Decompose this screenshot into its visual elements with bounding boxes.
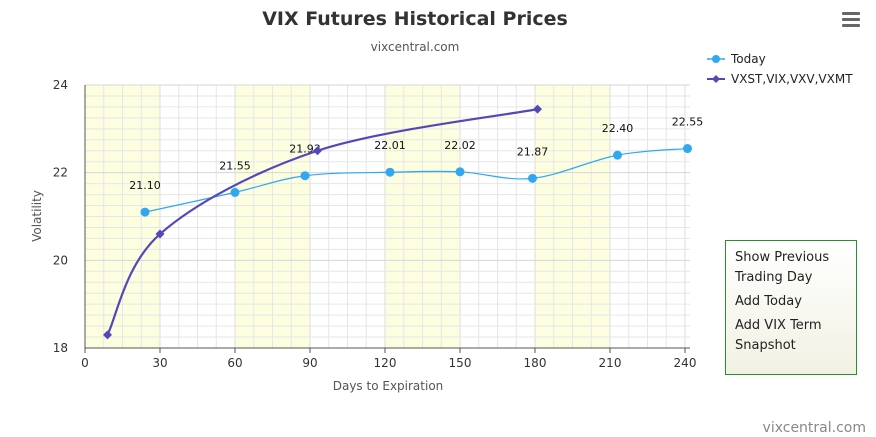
data-point [385, 167, 395, 177]
y-tick-label: 20 [53, 253, 68, 267]
x-tick-label: 180 [524, 356, 547, 370]
x-tick-label: 210 [599, 356, 622, 370]
data-label: 22.01 [374, 139, 406, 152]
legend-item-today[interactable]: Today [707, 52, 766, 66]
chart-subtitle: vixcentral.com [371, 40, 460, 54]
x-tick-label: 90 [302, 356, 317, 370]
menu-item-show-previous-trading-day[interactable]: Show Previous Trading Day [735, 250, 830, 285]
menu-item-add-today[interactable]: Add Today [735, 294, 802, 309]
y-tick-label: 22 [53, 166, 68, 180]
data-point [313, 146, 322, 156]
chart-title: VIX Futures Historical Prices [262, 8, 568, 30]
data-point [140, 207, 150, 217]
context-menu: Show Previous Trading Day Add Today Add … [725, 240, 857, 375]
data-point [155, 229, 165, 239]
data-label: 21.87 [517, 145, 549, 158]
x-tick-label: 120 [374, 356, 397, 370]
hamburger-menu-icon[interactable] [842, 12, 860, 27]
x-tick-label: 150 [449, 356, 472, 370]
x-tick-label: 60 [227, 356, 242, 370]
data-label: 21.55 [219, 159, 251, 172]
data-point [683, 144, 692, 154]
x-tick-label: 0 [81, 356, 89, 370]
y-axis-title: Volatility [30, 190, 44, 242]
legend-label-term[interactable]: VXST,VIX,VXV,VXMT [731, 72, 853, 86]
data-label: 21.10 [129, 179, 161, 192]
x-axis-title: Days to Expiration [333, 379, 444, 393]
data-point [230, 187, 240, 197]
series-line [106, 108, 538, 336]
menu-item-add-vix-term-snapshot[interactable]: Add VIX Term Snapshot [735, 318, 822, 353]
legend-label-today[interactable]: Today [730, 52, 766, 66]
legend: Today VXST,VIX,VXV,VXMT [707, 52, 853, 86]
x-tick-label: 240 [674, 356, 697, 370]
data-point [613, 150, 622, 160]
data-point [300, 171, 310, 181]
legend-marker-term [712, 75, 720, 83]
data-label: 22.02 [444, 139, 476, 152]
series-term-structure [103, 104, 542, 340]
data-point [528, 173, 537, 183]
data-point [103, 330, 112, 340]
credit-link[interactable]: vixcentral.com [763, 420, 866, 436]
y-tick-label: 18 [53, 341, 68, 355]
data-point [455, 167, 465, 177]
legend-marker-today [712, 55, 720, 63]
legend-item-term[interactable]: VXST,VIX,VXV,VXMT [707, 72, 853, 86]
data-label: 22.40 [602, 122, 634, 135]
x-tick-label: 30 [152, 356, 167, 370]
y-tick-label: 24 [53, 78, 68, 92]
data-label: 22.55 [672, 116, 704, 129]
axes: 0 30 60 90 120 150 180 210 240 18 20 22 24 [53, 78, 697, 370]
data-point [533, 104, 542, 114]
